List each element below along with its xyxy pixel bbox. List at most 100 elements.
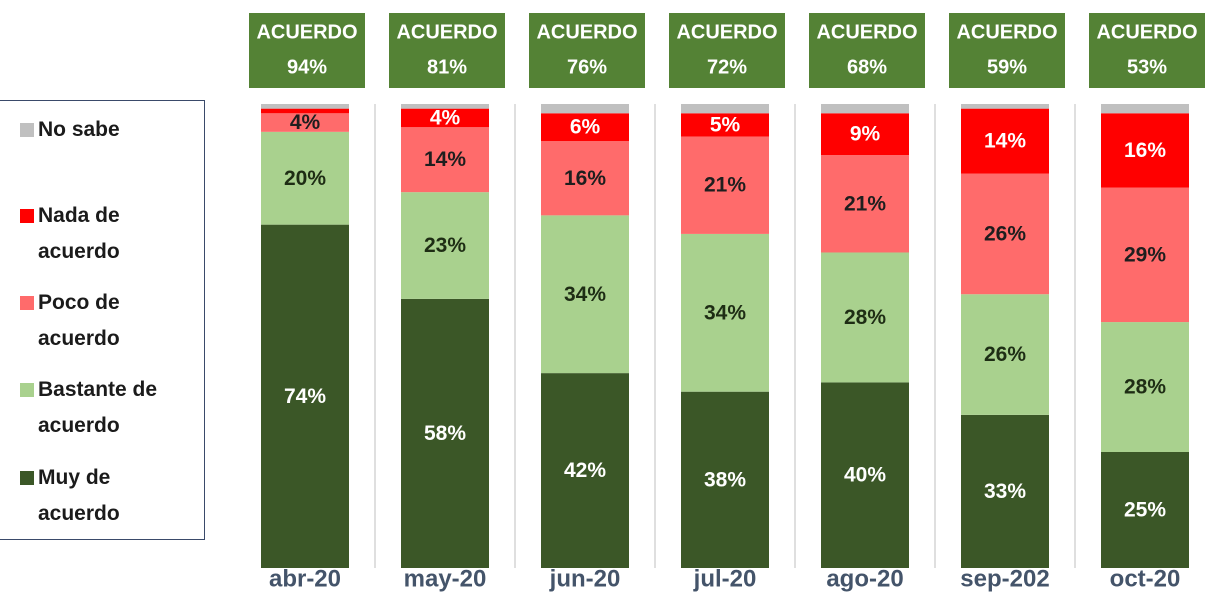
header-box <box>809 13 925 88</box>
bar-segment <box>401 298 489 568</box>
bar-segment <box>681 391 769 568</box>
bar-segment <box>961 104 1049 109</box>
x-tick-label: jul-20 <box>693 565 757 592</box>
bar-segment <box>961 414 1049 568</box>
bar-segment <box>1101 113 1189 188</box>
data-label: 21% <box>704 174 746 197</box>
x-tick-label: may-20 <box>404 565 487 592</box>
header-box <box>669 13 785 88</box>
x-tick-label: ago-20 <box>826 565 903 592</box>
legend-label: Nada de acuerdo <box>38 204 120 263</box>
data-label: 42% <box>564 459 606 482</box>
bar-segment <box>401 127 489 193</box>
x-tick-label: oct-20 <box>1110 565 1181 592</box>
legend-label: No sabe <box>38 118 120 141</box>
header-value: 72% <box>707 56 747 78</box>
bar-segment <box>401 104 489 109</box>
header-label: ACUERDO <box>1096 21 1197 43</box>
bar-segment <box>961 294 1049 415</box>
legend-swatch <box>20 123 34 137</box>
bar-segment <box>961 108 1049 174</box>
header-box <box>389 13 505 88</box>
legend-swatch <box>20 209 34 223</box>
bar-segment <box>541 215 629 374</box>
data-label: 40% <box>844 464 886 487</box>
data-label: 34% <box>564 283 606 306</box>
data-label: 20% <box>284 167 326 190</box>
bar-segment <box>1101 322 1189 452</box>
bar-segment <box>261 224 349 568</box>
bar-segment <box>821 382 909 568</box>
x-tick-label: abr-20 <box>269 565 341 592</box>
legend-label: Muy de acuerdo <box>38 466 120 525</box>
header-value: 59% <box>987 56 1027 78</box>
bar-segment <box>1101 187 1189 323</box>
header-box <box>529 13 645 88</box>
data-label: 33% <box>984 480 1026 503</box>
bar-segment <box>821 155 909 253</box>
data-label: 26% <box>984 222 1026 245</box>
bar-segment <box>261 104 349 109</box>
data-label: 6% <box>570 116 601 139</box>
header-value: 81% <box>427 56 467 78</box>
data-label: 26% <box>984 343 1026 366</box>
header-box <box>1089 13 1205 88</box>
header-label: ACUERDO <box>676 21 777 43</box>
data-label: 28% <box>1124 376 1166 399</box>
data-label: 23% <box>424 234 466 257</box>
header-label: ACUERDO <box>256 21 357 43</box>
data-label: 4% <box>290 111 321 134</box>
legend-swatch <box>20 383 34 397</box>
bar-segment <box>821 252 909 383</box>
data-label: 34% <box>704 301 746 324</box>
bar-segment <box>541 373 629 568</box>
data-label: 29% <box>1124 243 1166 266</box>
data-label: 5% <box>710 113 741 136</box>
header-box <box>949 13 1065 88</box>
bar-segment <box>401 108 489 128</box>
bar-segment <box>961 173 1049 295</box>
legend-swatch <box>20 471 34 485</box>
data-label: 16% <box>1124 139 1166 162</box>
data-label: 14% <box>424 148 466 171</box>
header-value: 94% <box>287 56 327 78</box>
bar-segment <box>541 141 629 216</box>
header-label: ACUERDO <box>956 21 1057 43</box>
data-label: 38% <box>704 468 746 491</box>
bar-segment <box>681 113 769 137</box>
bar-segment <box>1101 104 1189 114</box>
bar-segment <box>681 136 769 234</box>
bar-segment <box>681 233 769 392</box>
legend <box>0 100 205 540</box>
data-label: 9% <box>850 123 881 146</box>
x-tick-label: sep-202 <box>960 565 1049 592</box>
data-label: 28% <box>844 306 886 329</box>
data-label: 74% <box>284 385 326 408</box>
data-label: 4% <box>430 106 461 129</box>
header-label: ACUERDO <box>816 21 917 43</box>
legend-label: Poco de acuerdo <box>38 291 120 350</box>
header-label: ACUERDO <box>396 21 497 43</box>
bar-segment <box>261 131 349 225</box>
header-value: 53% <box>1127 56 1167 78</box>
legend-swatch <box>20 296 34 310</box>
bar-segment <box>541 104 629 114</box>
bar-segment <box>541 113 629 142</box>
header-value: 68% <box>847 56 887 78</box>
bar-segment <box>681 104 769 114</box>
data-label: 58% <box>424 422 466 445</box>
bar-segment <box>821 113 909 156</box>
bar-segment <box>821 104 909 114</box>
data-label: 21% <box>844 192 886 215</box>
data-label: 16% <box>564 167 606 190</box>
x-tick-label: jun-20 <box>549 565 621 592</box>
header-box <box>249 13 365 88</box>
bar-segment <box>261 108 349 114</box>
header-label: ACUERDO <box>536 21 637 43</box>
header-value: 76% <box>567 56 607 78</box>
legend-label: Bastante de acuerdo <box>38 378 158 437</box>
bar-segment <box>401 192 489 299</box>
data-label: 25% <box>1124 499 1166 522</box>
